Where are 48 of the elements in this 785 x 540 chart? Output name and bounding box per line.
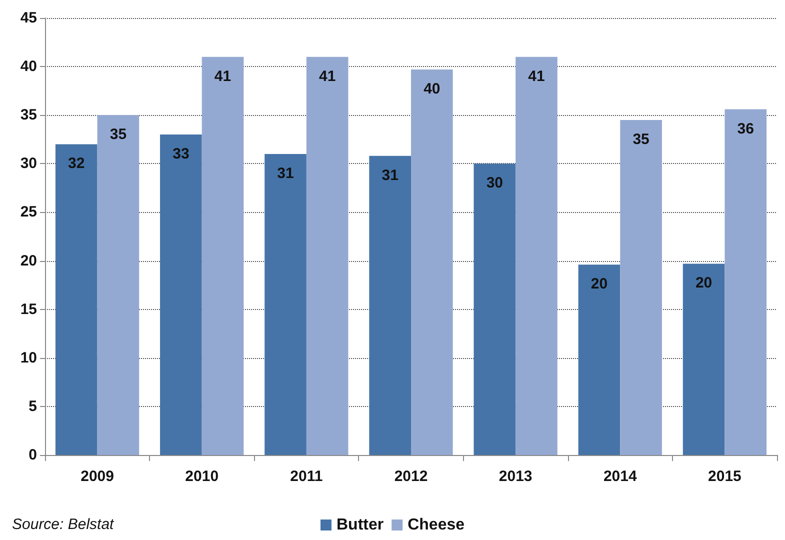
data-label: 41 — [319, 68, 336, 85]
x-tick-label: 2011 — [290, 468, 323, 485]
bar — [411, 69, 453, 455]
y-tick-label: 25 — [20, 204, 37, 221]
bar — [724, 109, 767, 455]
bar — [682, 264, 725, 455]
y-tick-label: 20 — [20, 252, 37, 270]
x-tick-label: 2012 — [394, 468, 428, 485]
y-tick-label: 15 — [20, 300, 37, 318]
bar — [264, 154, 306, 455]
x-tick-label: 2014 — [603, 468, 638, 485]
data-label: 35 — [632, 130, 650, 148]
data-label: 36 — [737, 120, 754, 138]
bar — [620, 120, 662, 455]
bar — [369, 156, 411, 455]
data-label: 41 — [214, 68, 232, 85]
bar — [474, 164, 516, 455]
legend-label: Cheese — [408, 516, 465, 534]
y-tick-label: 35 — [20, 106, 37, 124]
x-tick-label: 2009 — [80, 468, 114, 485]
x-tick-label: 2015 — [708, 468, 742, 485]
y-tick-label: 10 — [20, 349, 37, 366]
data-label: 30 — [486, 174, 503, 192]
data-label: 20 — [590, 276, 608, 293]
legend-label: Butter — [336, 516, 384, 534]
y-tick-label: 5 — [28, 398, 37, 415]
data-label: 33 — [172, 146, 190, 163]
bar — [306, 56, 348, 455]
data-label: 31 — [382, 166, 398, 184]
bar — [516, 56, 558, 455]
bar — [97, 115, 140, 455]
source-note: Source: Belstat — [12, 516, 115, 533]
bar — [55, 144, 98, 455]
y-tick-label: 0 — [28, 446, 37, 464]
data-label: 31 — [277, 164, 294, 182]
y-tick-label: 45 — [20, 10, 37, 26]
bar — [160, 134, 202, 455]
data-label: 20 — [695, 274, 712, 292]
bar — [202, 56, 244, 455]
bar — [578, 264, 620, 455]
x-tick-label: 2010 — [185, 468, 219, 485]
y-tick-label: 40 — [20, 58, 37, 76]
y-tick-label: 30 — [20, 155, 37, 172]
data-label: 35 — [110, 126, 127, 144]
x-tick-label: 2013 — [498, 468, 532, 485]
data-label: 32 — [68, 155, 85, 172]
data-label: 41 — [528, 68, 545, 85]
data-label: 40 — [424, 80, 440, 98]
